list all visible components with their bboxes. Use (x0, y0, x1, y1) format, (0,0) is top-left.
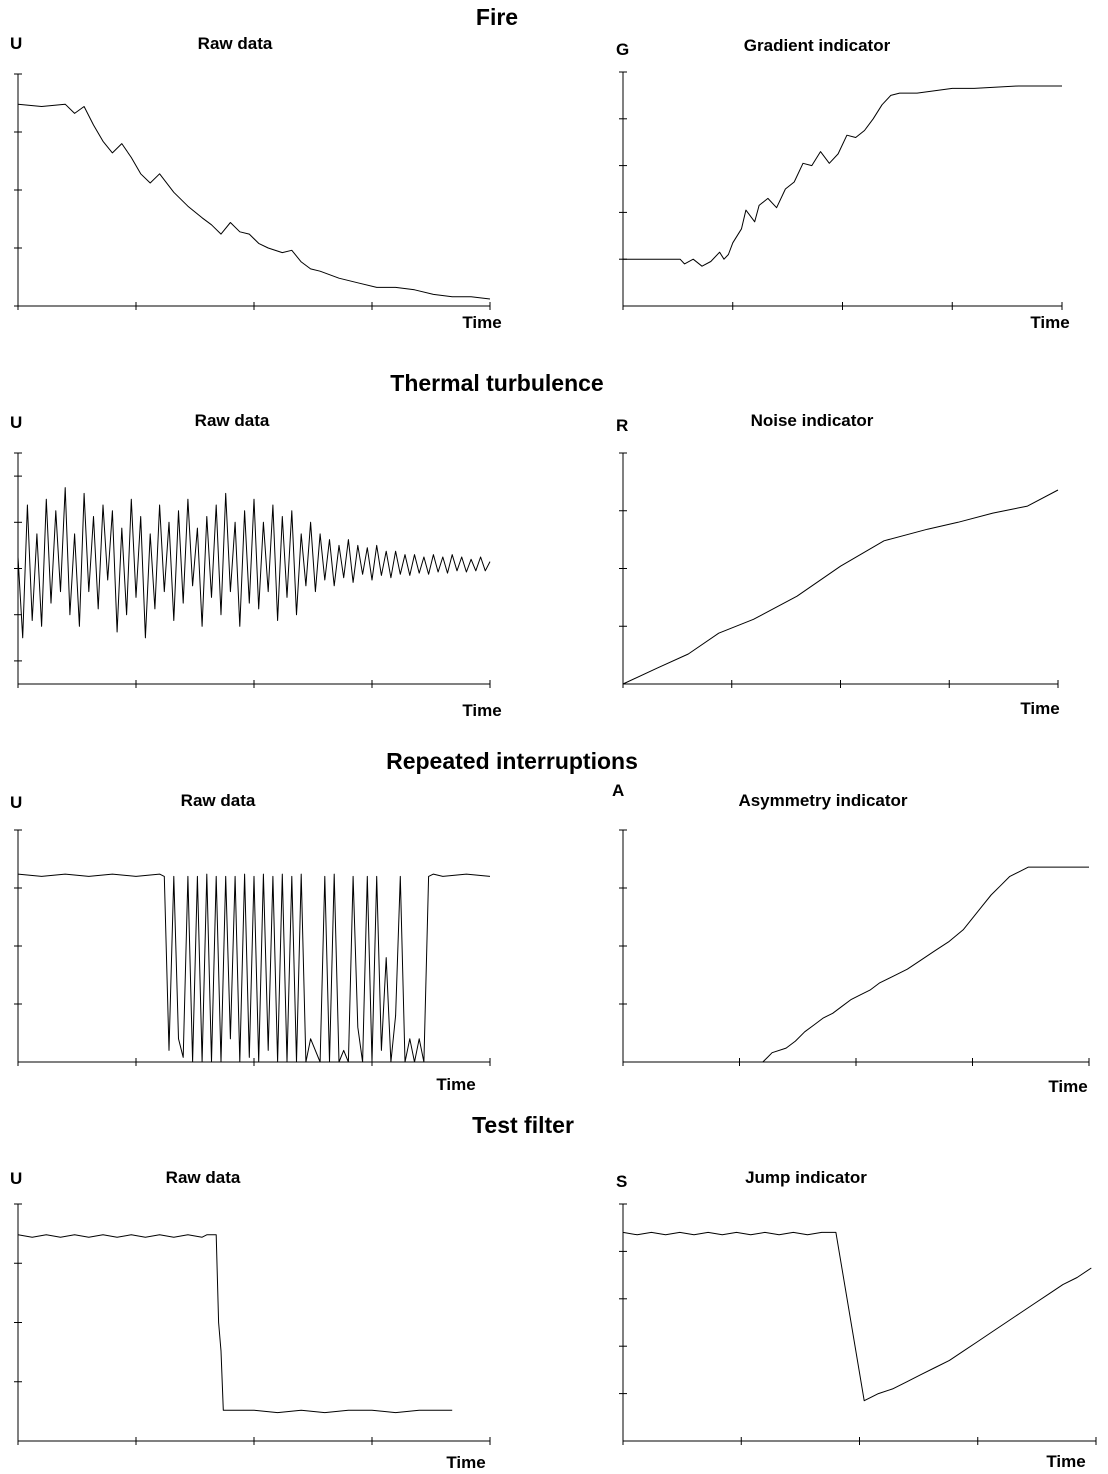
panel-title: Gradient indicator (744, 36, 891, 55)
x-axis-label: Time (1030, 313, 1069, 332)
x-axis-label: Time (1046, 1452, 1085, 1471)
y-axis-label: U (10, 1169, 22, 1188)
series-line (622, 1231, 1092, 1402)
panel-title: Noise indicator (751, 411, 874, 430)
x-axis-label: Time (1020, 699, 1059, 718)
chart-panel-6: Asymmetry indicator A Time (612, 781, 1090, 1096)
panel-title: Raw data (166, 1168, 241, 1187)
y-axis-label: U (10, 34, 22, 53)
panel-title: Raw data (181, 791, 256, 810)
chart-panel-1: Raw data U Time (10, 34, 502, 332)
y-axis-label: A (612, 781, 624, 800)
y-axis-label: S (616, 1172, 627, 1191)
section-title-test-filter: Test filter (472, 1112, 574, 1138)
y-axis-label: U (10, 413, 22, 432)
series-line (623, 866, 1089, 1063)
panel-title: Asymmetry indicator (738, 791, 907, 810)
section-title-interruptions: Repeated interruptions (386, 748, 638, 774)
y-axis-label: R (616, 416, 628, 435)
chart-panel-8: Jump indicator S Time (616, 1168, 1097, 1471)
chart-panel-4: Noise indicator R Time (616, 411, 1060, 718)
x-axis-label: Time (446, 1453, 485, 1472)
y-axis-label: U (10, 793, 22, 812)
x-axis-label: Time (1048, 1077, 1087, 1096)
chart-panel-5: Raw data U Time (10, 791, 491, 1094)
series-line (17, 103, 491, 300)
series-line (622, 489, 1059, 685)
series-line (17, 487, 491, 639)
section-title-fire: Fire (476, 4, 518, 30)
x-axis-label: Time (436, 1075, 475, 1094)
chart-panel-3: Raw data U Time (10, 411, 502, 720)
series-line (623, 85, 1062, 267)
x-axis-label: Time (462, 313, 501, 332)
chart-panel-2: Gradient indicator G Time (616, 36, 1070, 332)
x-axis-label: Time (462, 701, 501, 720)
panel-title: Jump indicator (745, 1168, 867, 1187)
panel-title: Raw data (195, 411, 270, 430)
chart-panel-7: Raw data U Time (10, 1168, 491, 1472)
series-line (17, 873, 491, 1063)
y-axis-label: G (616, 40, 629, 59)
series-line (17, 1234, 453, 1414)
section-title-thermal: Thermal turbulence (390, 370, 603, 396)
panel-title: Raw data (198, 34, 273, 53)
